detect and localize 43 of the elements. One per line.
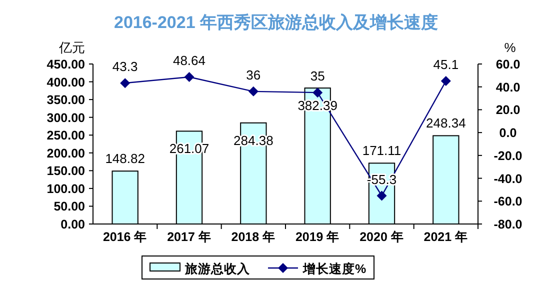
point bbox=[440, 76, 451, 86]
x-tick-label: 2019 年 bbox=[295, 230, 340, 244]
y2-tick-label: -20.0 bbox=[494, 148, 522, 163]
data-label: 148.82 bbox=[105, 151, 145, 166]
legend-label: 增长速度% bbox=[302, 261, 366, 276]
data-label: 35 bbox=[310, 68, 325, 84]
y-tick-label: 150.00 bbox=[46, 164, 86, 178]
y2-tick-label: -80.0 bbox=[494, 218, 522, 232]
x-tick-label: 2017 年 bbox=[167, 230, 212, 244]
y-tick-label: 250.00 bbox=[46, 128, 86, 143]
y-axis-title: 亿元 bbox=[58, 40, 85, 55]
legend-label: 旅游总收入 bbox=[184, 261, 251, 276]
y2-tick-label: 60.0 bbox=[496, 58, 520, 72]
point bbox=[184, 72, 194, 82]
y-tick-label: 50.00 bbox=[54, 200, 86, 214]
point bbox=[376, 190, 387, 201]
x-tick-label: 2020 年 bbox=[360, 230, 404, 244]
y-tick-label: 100.00 bbox=[46, 182, 86, 196]
y2-tick-label: 40.0 bbox=[496, 80, 520, 94]
data-label: 171.11 bbox=[362, 143, 402, 158]
data-label: 36 bbox=[246, 67, 261, 82]
point bbox=[312, 88, 323, 98]
data-label: 45.1 bbox=[433, 57, 459, 72]
data-label: 48.64 bbox=[172, 52, 206, 68]
data-label: 248.34 bbox=[426, 116, 466, 131]
point bbox=[248, 86, 258, 96]
x-tick-label: 2018 年 bbox=[231, 230, 276, 244]
y-tick-label: 200.00 bbox=[46, 146, 86, 160]
y-tick-label: 300.00 bbox=[46, 110, 86, 125]
x-tick-label: 2021 年 bbox=[424, 230, 468, 244]
chart-title: 2016-2021 年西秀区旅游总收入及增长速度 bbox=[114, 13, 438, 32]
y-tick-label: 450.00 bbox=[46, 58, 86, 72]
y2-tick-label: 20.0 bbox=[496, 103, 520, 118]
point bbox=[120, 78, 130, 88]
y-tick-label: 0.00 bbox=[60, 218, 86, 232]
y-tick-label: 350.00 bbox=[46, 93, 86, 108]
data-label: 43.3 bbox=[112, 59, 138, 74]
x-tick-label: 2016 年 bbox=[102, 230, 148, 244]
y2-tick-label: 0.0 bbox=[499, 126, 517, 140]
y2-tick-label: -60.0 bbox=[494, 194, 522, 209]
y2-tick-label: -40.0 bbox=[494, 172, 522, 186]
y-tick-label: 400.00 bbox=[46, 75, 86, 90]
y2-axis-title: % bbox=[504, 40, 516, 55]
